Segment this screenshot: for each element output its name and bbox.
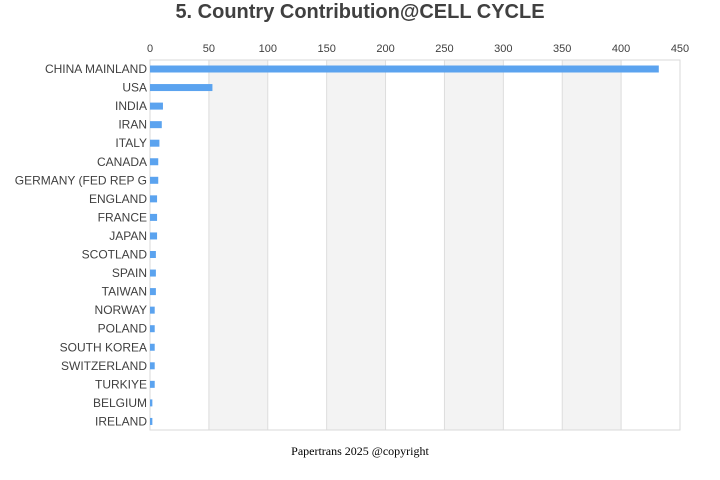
category-label: USA — [122, 81, 147, 95]
category-label: CANADA — [97, 155, 147, 169]
x-tick-label: 350 — [553, 43, 571, 55]
bar — [150, 325, 155, 333]
copyright-footer: Papertrans 2025 @copyright — [291, 444, 429, 458]
bar — [150, 195, 158, 203]
category-label: NORWAY — [95, 303, 147, 317]
bar — [150, 417, 153, 425]
bar — [150, 362, 155, 370]
bar — [150, 269, 156, 277]
bar — [150, 232, 158, 240]
category-label: IRELAND — [95, 414, 147, 428]
x-tick-label: 250 — [435, 43, 453, 55]
x-tick-label: 200 — [376, 43, 394, 55]
category-label: TURKIYE — [95, 377, 147, 391]
grid-band — [444, 60, 504, 430]
bar — [150, 306, 155, 314]
bar — [150, 65, 659, 73]
x-tick-label: 0 — [147, 43, 153, 55]
category-label: ITALY — [115, 136, 147, 150]
bar — [150, 139, 160, 147]
bar — [150, 84, 213, 92]
category-label: POLAND — [98, 322, 148, 336]
category-label: TAIWAN — [102, 285, 147, 299]
bar — [150, 158, 159, 166]
x-tick-label: 50 — [203, 43, 215, 55]
bar — [150, 176, 159, 184]
grid-band — [562, 60, 622, 430]
x-tick-label: 100 — [259, 43, 277, 55]
plot-area-border — [149, 59, 681, 431]
grid-band — [208, 60, 268, 430]
x-tick-label: 300 — [494, 43, 512, 55]
bar — [150, 251, 156, 258]
category-label: BELGIUM — [93, 396, 147, 410]
category-label: SCOTLAND — [82, 248, 148, 262]
bar — [150, 121, 162, 129]
category-label: FRANCE — [98, 210, 147, 224]
x-tick-label: 400 — [612, 43, 630, 55]
bar — [150, 380, 155, 388]
category-label: ENGLAND — [89, 192, 147, 206]
x-tick-label: 150 — [317, 43, 335, 55]
bar — [150, 288, 156, 296]
chart-title: 5. Country Contribution@CELL CYCLE — [175, 1, 545, 23]
category-label: SOUTH KOREA — [60, 340, 147, 354]
category-label: GERMANY (FED REP G — [15, 173, 147, 187]
category-label: SPAIN — [112, 266, 147, 280]
category-label: JAPAN — [109, 229, 147, 243]
category-label: IRAN — [118, 118, 147, 132]
bar — [150, 102, 163, 110]
category-label: INDIA — [115, 99, 147, 113]
bar — [150, 399, 153, 407]
grid-band — [326, 60, 386, 430]
bar — [150, 213, 158, 221]
bar — [150, 343, 155, 351]
category-label: CHINA MAINLAND — [45, 62, 147, 76]
category-label: SWITZERLAND — [61, 359, 147, 373]
x-tick-label: 450 — [671, 43, 689, 55]
